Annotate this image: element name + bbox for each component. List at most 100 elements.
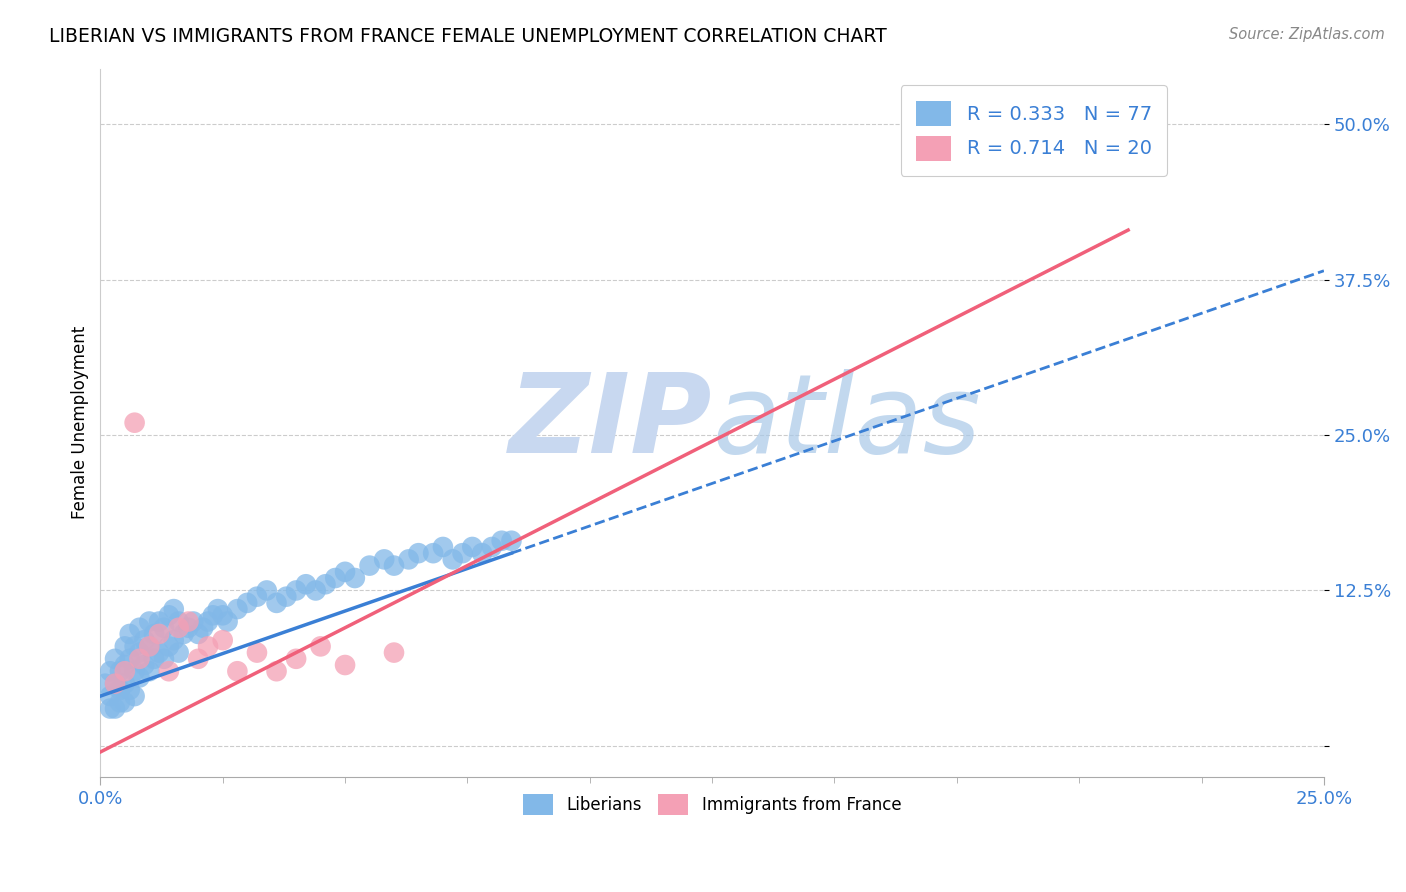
Point xyxy=(148,615,170,629)
Point xyxy=(501,533,523,548)
Point xyxy=(207,602,229,616)
Point xyxy=(266,596,288,610)
Point xyxy=(285,583,308,598)
Point xyxy=(183,615,205,629)
Point xyxy=(167,615,190,629)
Point xyxy=(153,621,176,635)
Point xyxy=(285,652,308,666)
Point xyxy=(104,701,127,715)
Point xyxy=(177,621,200,635)
Point xyxy=(276,590,298,604)
Point xyxy=(481,540,503,554)
Point xyxy=(167,646,190,660)
Point xyxy=(226,665,249,679)
Point xyxy=(491,533,513,548)
Point xyxy=(124,689,146,703)
Point xyxy=(191,621,214,635)
Point xyxy=(138,640,160,654)
Text: Source: ZipAtlas.com: Source: ZipAtlas.com xyxy=(1229,27,1385,42)
Point xyxy=(138,665,160,679)
Point xyxy=(104,652,127,666)
Point xyxy=(432,540,454,554)
Text: ZIP: ZIP xyxy=(509,369,711,476)
Point xyxy=(305,583,328,598)
Point xyxy=(134,658,156,673)
Point xyxy=(295,577,318,591)
Point xyxy=(177,615,200,629)
Point xyxy=(128,646,150,660)
Point xyxy=(114,665,136,679)
Point xyxy=(134,633,156,648)
Point xyxy=(343,571,366,585)
Point xyxy=(314,577,336,591)
Point xyxy=(246,646,269,660)
Point xyxy=(471,546,494,560)
Point xyxy=(451,546,474,560)
Point xyxy=(441,552,464,566)
Point xyxy=(163,633,186,648)
Y-axis label: Female Unemployment: Female Unemployment xyxy=(72,326,89,519)
Point xyxy=(143,652,166,666)
Point xyxy=(124,665,146,679)
Point xyxy=(108,695,131,709)
Point xyxy=(118,652,141,666)
Point xyxy=(211,608,233,623)
Point xyxy=(333,565,356,579)
Point xyxy=(148,627,170,641)
Point xyxy=(98,689,121,703)
Point xyxy=(266,665,288,679)
Point xyxy=(104,676,127,690)
Point xyxy=(398,552,420,566)
Point xyxy=(153,652,176,666)
Point xyxy=(108,665,131,679)
Point xyxy=(226,602,249,616)
Point xyxy=(197,615,219,629)
Point xyxy=(359,558,381,573)
Point xyxy=(333,658,356,673)
Point xyxy=(256,583,278,598)
Point xyxy=(373,552,395,566)
Point xyxy=(98,665,121,679)
Point xyxy=(138,640,160,654)
Point xyxy=(108,682,131,697)
Point xyxy=(138,615,160,629)
Point xyxy=(217,615,239,629)
Point xyxy=(309,640,332,654)
Point xyxy=(114,640,136,654)
Point xyxy=(236,596,259,610)
Point xyxy=(422,546,444,560)
Point xyxy=(173,627,195,641)
Point xyxy=(94,676,117,690)
Point xyxy=(157,665,180,679)
Point xyxy=(114,658,136,673)
Point xyxy=(104,676,127,690)
Point xyxy=(163,602,186,616)
Point xyxy=(382,646,405,660)
Point xyxy=(118,682,141,697)
Point xyxy=(128,652,150,666)
Point xyxy=(157,640,180,654)
Point xyxy=(157,608,180,623)
Point xyxy=(143,627,166,641)
Point xyxy=(114,695,136,709)
Point xyxy=(382,558,405,573)
Point xyxy=(1116,118,1139,132)
Point xyxy=(201,608,224,623)
Point xyxy=(128,670,150,684)
Point xyxy=(187,627,209,641)
Point xyxy=(197,640,219,654)
Point xyxy=(124,416,146,430)
Point xyxy=(148,646,170,660)
Point xyxy=(118,627,141,641)
Point xyxy=(408,546,430,560)
Point xyxy=(167,621,190,635)
Point xyxy=(187,652,209,666)
Point xyxy=(461,540,484,554)
Text: atlas: atlas xyxy=(711,369,981,476)
Point xyxy=(211,633,233,648)
Point xyxy=(98,701,121,715)
Point xyxy=(128,621,150,635)
Legend: Liberians, Immigrants from France: Liberians, Immigrants from France xyxy=(513,784,911,825)
Point xyxy=(124,640,146,654)
Point xyxy=(114,676,136,690)
